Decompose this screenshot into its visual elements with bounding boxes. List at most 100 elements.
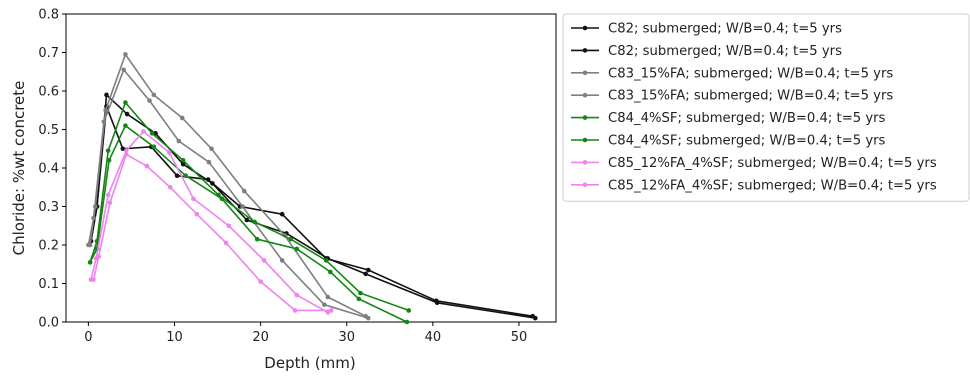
legend-swatch-marker <box>582 137 588 143</box>
legend-label: C83_15%FA; submerged; W/B=0.4; t=5 yrs <box>608 66 893 81</box>
data-point <box>404 319 410 325</box>
data-point <box>363 271 368 277</box>
legend-item: C85_12%FA_4%SF; submerged; W/B=0.4; t=5 … <box>571 156 937 171</box>
data-point <box>194 211 200 217</box>
y-tick-label: 0.6 <box>38 85 59 100</box>
data-point <box>91 277 96 282</box>
data-point <box>123 148 129 153</box>
legend: C82; submerged; W/B=0.4; t=5 yrs C82; sub… <box>562 13 970 202</box>
series-8 <box>91 152 334 313</box>
data-point <box>105 148 111 153</box>
legend-label: C85_12%FA_4%SF; submerged; W/B=0.4; t=5 … <box>608 156 937 171</box>
data-point <box>180 161 186 167</box>
legend-swatch-marker <box>582 182 588 188</box>
legend-item: C83_15%FA; submerged; W/B=0.4; t=5 yrs <box>571 66 893 81</box>
series-line <box>89 124 408 323</box>
data-point <box>252 219 257 225</box>
legend-swatch-marker <box>582 115 588 120</box>
data-point <box>279 258 285 263</box>
x-tick-label: 0 <box>84 330 92 345</box>
data-point <box>123 100 128 105</box>
legend-box <box>562 13 970 202</box>
y-tick-label: 0.5 <box>38 123 59 138</box>
data-point <box>106 158 112 163</box>
data-point <box>328 269 333 275</box>
data-point <box>167 184 173 190</box>
x-tick-label: 50 <box>511 330 528 345</box>
data-point <box>240 204 245 209</box>
plot-frame <box>65 13 557 323</box>
legend-swatch-marker <box>582 92 588 98</box>
data-point <box>167 150 172 155</box>
data-point <box>261 258 267 263</box>
y-tick-label: 0.4 <box>38 162 59 177</box>
data-point <box>533 315 538 321</box>
data-point <box>176 138 182 144</box>
legend-item: C82; submerged; W/B=0.4; t=5 yrs <box>571 22 842 37</box>
legend-label: C83_15%FA; submerged; W/B=0.4; t=5 yrs <box>608 89 893 104</box>
data-point <box>356 296 362 302</box>
data-point <box>151 92 157 98</box>
data-point <box>325 310 331 315</box>
y-tick-label: 0.7 <box>38 46 59 61</box>
legend-item: C82; submerged; W/B=0.4; t=5 yrs <box>571 44 842 59</box>
data-point <box>123 152 129 157</box>
data-point <box>96 254 102 259</box>
data-point <box>288 236 294 242</box>
data-point <box>103 107 108 113</box>
legend-item: C84_4%SF; submerged; W/B=0.4; t=5 yrs <box>571 111 886 126</box>
data-point <box>105 192 111 198</box>
legend-label: C82; submerged; W/B=0.4; t=5 yrs <box>608 44 842 59</box>
data-point <box>107 200 113 205</box>
data-point <box>219 196 225 202</box>
series-line <box>90 130 329 314</box>
legend-swatch-marker <box>582 25 588 31</box>
data-point <box>210 181 215 186</box>
legend-item: C83_15%FA; submerged; W/B=0.4; t=5 yrs <box>571 89 893 104</box>
series-5 <box>87 100 412 313</box>
data-point <box>147 98 152 103</box>
data-point <box>406 308 412 313</box>
data-point <box>434 300 440 306</box>
data-point <box>179 115 185 121</box>
data-point <box>149 131 155 136</box>
x-tick-label: 40 <box>425 330 442 345</box>
series-line <box>92 153 332 312</box>
data-point <box>294 246 300 252</box>
data-point <box>121 67 126 73</box>
data-point <box>124 111 130 117</box>
data-point <box>358 290 363 296</box>
x-tick-label: 30 <box>338 330 355 345</box>
data-point <box>120 146 126 152</box>
data-point <box>244 217 250 223</box>
legend-label: C84_4%SF; submerged; W/B=0.4; t=5 yrs <box>608 134 886 149</box>
y-tick-label: 0.8 <box>38 8 59 23</box>
data-point <box>174 173 180 178</box>
data-point <box>294 292 300 298</box>
legend-swatch-marker <box>582 70 588 76</box>
data-point <box>223 240 229 246</box>
y-tick-label: 0.3 <box>38 200 59 215</box>
data-point <box>365 267 371 273</box>
data-point <box>92 204 98 209</box>
data-point <box>191 196 196 202</box>
data-point <box>87 242 93 248</box>
data-point <box>104 92 109 98</box>
legend-swatch-marker <box>582 48 588 53</box>
data-point <box>279 211 285 217</box>
data-point <box>123 123 128 128</box>
series-line <box>89 53 367 317</box>
data-point <box>325 294 331 300</box>
data-point <box>323 258 329 263</box>
legend-label: C84_4%SF; submerged; W/B=0.4; t=5 yrs <box>608 111 886 126</box>
data-point <box>123 52 128 57</box>
data-point <box>254 236 260 242</box>
data-point <box>183 173 189 178</box>
data-point <box>322 302 327 307</box>
legend-item: C85_12%FA_4%SF; submerged; W/B=0.4; t=5 … <box>571 178 937 193</box>
data-point <box>87 260 93 265</box>
data-point <box>209 146 214 152</box>
x-tick-label: 20 <box>252 330 269 345</box>
series-4 <box>87 52 368 319</box>
